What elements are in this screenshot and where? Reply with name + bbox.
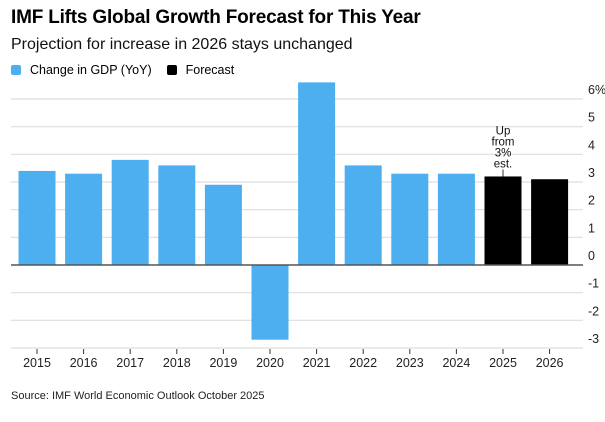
y-tick-label: -2 (588, 304, 599, 318)
bar-2023 (391, 173, 429, 265)
x-tick-label: 2020 (256, 356, 284, 370)
chart-subtitle: Projection for increase in 2026 stays un… (11, 36, 353, 53)
chart-title: IMF Lifts Global Growth Forecast for Thi… (11, 7, 421, 28)
legend-swatch-forecast (166, 65, 177, 75)
bar-2024 (437, 173, 475, 265)
annotation-text: from (492, 136, 515, 148)
y-tick-label: -1 (588, 277, 599, 291)
bar-2022 (344, 165, 382, 265)
legend: Change in GDP (YoY) Forecast (11, 63, 249, 77)
legend-item-forecast: Forecast (166, 63, 235, 77)
bar-2017 (111, 159, 149, 265)
x-tick-label: 2023 (396, 356, 424, 370)
x-tick-label: 2025 (489, 356, 517, 370)
legend-label-gdp: Change in GDP (YoY) (30, 63, 152, 77)
y-tick-label: 0 (588, 249, 595, 263)
x-tick-label: 2019 (209, 356, 237, 370)
x-tick-label: 2016 (70, 356, 98, 370)
legend-swatch-gdp (11, 65, 21, 75)
y-tick-label: 2 (588, 194, 595, 208)
bar-2025 (484, 176, 522, 265)
bar-2016 (65, 173, 103, 265)
x-tick-label: 2024 (442, 356, 470, 370)
bar-2015 (18, 170, 56, 265)
bar-2018 (158, 165, 196, 265)
x-tick-label: 2015 (23, 356, 51, 370)
bar-2020 (251, 265, 289, 340)
y-tick-label: -3 (588, 332, 599, 346)
x-tick-label: 2017 (116, 356, 144, 370)
legend-label-forecast: Forecast (185, 63, 235, 77)
x-tick-label: 2018 (163, 356, 191, 370)
y-tick-label: 5 (588, 111, 595, 125)
bar-2021 (298, 82, 336, 266)
y-tick-label: 3 (588, 166, 595, 180)
y-tick-label: 6% (588, 83, 605, 97)
bar-2019 (204, 184, 242, 265)
x-tick-label: 2021 (303, 356, 331, 370)
legend-item-gdp: Change in GDP (YoY) (11, 63, 152, 77)
x-tick-label: 2022 (349, 356, 377, 370)
annotation-text: Up (496, 125, 511, 137)
source-note: Source: IMF World Economic Outlook Octob… (11, 390, 265, 402)
annotation-text: est. (494, 158, 513, 170)
bar-2026 (531, 179, 569, 265)
x-tick-label: 2026 (536, 356, 564, 370)
annotation-text: 3% (495, 147, 512, 159)
y-tick-label: 1 (588, 221, 595, 235)
y-tick-label: 4 (588, 138, 595, 152)
